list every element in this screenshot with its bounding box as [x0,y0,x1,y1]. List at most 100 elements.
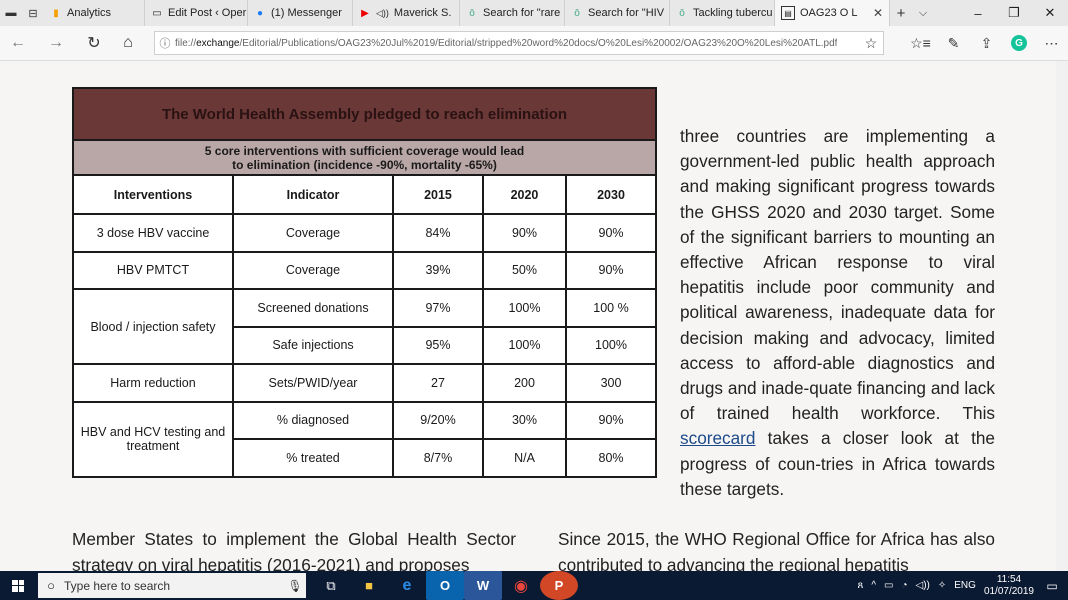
cell-2020: 90% [481,213,568,253]
url-text: file://exchange/Editorial/Publications/O… [175,37,838,49]
table-row: Safe injections 95% 100% 100% [73,325,657,365]
tray-chevron-icon[interactable]: ^ [871,580,877,591]
close-tab-icon[interactable]: ✕ [872,6,883,20]
pen-icon[interactable]: ✎ [947,34,960,51]
cell-2015: 39% [392,250,484,290]
table-row: % treated 8/7% N/A 80% [73,438,657,478]
tab-list-chevron-icon[interactable]: ⌵ [918,6,928,19]
scorecard-link[interactable]: scorecard [680,428,756,449]
cell-2015: 95% [392,325,484,365]
clock-date: 01/07/2019 [983,585,1034,597]
body-paragraph-bottom-left: Member States to implement the Global He… [72,529,516,571]
cell-intervention: Harm reduction [72,363,234,403]
task-view-icon[interactable]: ⧉ [326,577,336,593]
set-aside-tabs-icon[interactable]: ⊟ [28,7,38,20]
table-row: HBV and HCV testing and treatment % diag… [72,400,657,478]
tab-search-hiv[interactable]: ō Search for "HIV [565,0,670,26]
cell-2015: 97% [392,288,484,328]
cell-2020: 30% [481,400,568,440]
microphone-icon[interactable]: 🎙 [287,578,303,593]
taskbar-search-box[interactable]: ○ Type here to search 🎙 [38,573,306,598]
outlook-icon[interactable]: O [426,571,464,600]
table-row: Harm reduction Sets/PWID/year 27 200 300 [72,363,657,403]
clock[interactable]: 11:54 01/07/2019 [984,574,1034,598]
start-button[interactable] [0,571,36,600]
body-paragraph-bottom-right: Since 2015, the WHO Regional Office for … [558,529,995,571]
vertical-scrollbar[interactable] [1056,61,1068,571]
header-2015: 2015 [392,174,484,215]
tab-label: Edit Post ‹ Oper [168,7,247,19]
more-menu-icon[interactable]: ⋯ [1044,34,1059,51]
body-paragraph-right: three countries are implementing a gover… [680,126,995,499]
favorite-star-icon[interactable]: ☆ [864,34,878,51]
tab-maverick[interactable]: ▶ ◁)) Maverick S. [353,0,460,26]
info-icon: ⓘ [159,38,171,50]
powerpoint-icon[interactable]: P [540,571,578,600]
table-row: Blood / injection safety Screened donati… [72,288,657,365]
grammarly-icon[interactable]: G [1011,35,1027,51]
tab-label: (1) Messenger [271,7,342,19]
home-icon[interactable]: ⌂ [123,34,133,51]
tab-search-rare[interactable]: ō Search for "rare [460,0,565,26]
cell-2015: 8/7% [392,438,484,478]
language-indicator[interactable]: ENG [954,580,976,591]
tab-tackling-tb[interactable]: ō Tackling tubercu [670,0,775,26]
cell-2015: 27 [392,363,484,403]
address-field[interactable]: ⓘ file://exchange/Editorial/Publications… [154,31,884,55]
tab-edit-post[interactable]: ▭ Edit Post ‹ Oper [145,0,248,26]
favorites-list-icon[interactable]: ☆≡ [910,34,931,51]
battery-icon[interactable]: ▭ [884,580,894,591]
tab-oag23-pdf[interactable]: ▤ OAG23 O L ✕ [775,0,890,26]
cell-2030: 90% [565,250,657,290]
taskbar-apps: ⧉ ■ e O W ◉ P [312,571,578,600]
tab-label: Maverick S. [393,7,452,19]
table-subtitle: 5 core interventions with sufficient cov… [72,139,657,176]
notifications-icon[interactable]: ▭ [1046,578,1058,593]
volume-icon[interactable]: ◁)) [915,580,930,591]
new-tab-icon[interactable]: + [896,4,906,22]
cell-2030: 80% [565,438,657,478]
browser-tools: ☆≡ ✎ ⇪ G ⋯ [904,30,1068,56]
table-row: HBV PMTCT Coverage 39% 50% 90% [72,250,657,290]
cell-indicator: % treated [232,438,394,478]
search-tab-icon: ō [574,7,580,19]
clock-time: 11:54 [996,573,1022,585]
table-header-row: Interventions Indicator 2015 2020 2030 [72,174,657,215]
cell-2030: 90% [565,213,657,253]
tab-analytics[interactable]: ▮ Analytics [44,0,145,26]
dropbox-icon[interactable]: ✧ [937,580,947,591]
messenger-icon: ● [256,7,264,19]
cell-indicator: Coverage [232,250,394,290]
restore-icon[interactable]: ❐ [1008,5,1020,20]
share-icon[interactable]: ⇪ [980,34,993,51]
people-icon[interactable]: ጸ [857,580,864,591]
back-arrow-icon[interactable]: ← [10,34,26,51]
forward-arrow-icon[interactable]: → [48,34,64,51]
windows-taskbar: ○ Type here to search 🎙 ⧉ ■ e O W ◉ P ጸ … [0,571,1068,600]
cell-intervention: 3 dose HBV vaccine [72,213,234,253]
header-2030: 2030 [565,174,657,215]
tab-actions-icon[interactable]: ▬ [5,7,17,19]
table-row: 3 dose HBV vaccine Coverage 84% 90% 90% [72,213,657,253]
cell-2015: 84% [392,213,484,253]
cell-indicator: Sets/PWID/year [232,363,394,403]
minimize-icon[interactable]: – [974,5,982,21]
cell-2015: 9/20% [392,400,484,440]
search-tab-icon: ō [469,7,475,19]
word-icon[interactable]: W [464,571,502,600]
wifi-icon[interactable]: ◔ [901,580,908,591]
tab-messenger[interactable]: ● (1) Messenger [248,0,353,26]
cell-indicator: % diagnosed [232,400,394,440]
cell-2030: 300 [565,363,657,403]
pdf-viewport[interactable]: The World Health Assembly pledged to rea… [0,61,1068,571]
cell-2020: 200 [481,363,568,403]
analytics-icon: ▮ [53,7,59,19]
refresh-icon[interactable]: ↻ [87,35,101,52]
cell-indicator: Coverage [232,213,394,253]
file-explorer-icon[interactable]: ■ [365,578,373,593]
cell-indicator: Screened donations [232,288,394,328]
cell-intervention: Blood / injection safety [72,288,234,365]
close-window-icon[interactable]: ✕ [1044,5,1056,20]
edge-icon[interactable]: e [402,576,412,594]
chrome-icon[interactable]: ◉ [514,577,528,595]
